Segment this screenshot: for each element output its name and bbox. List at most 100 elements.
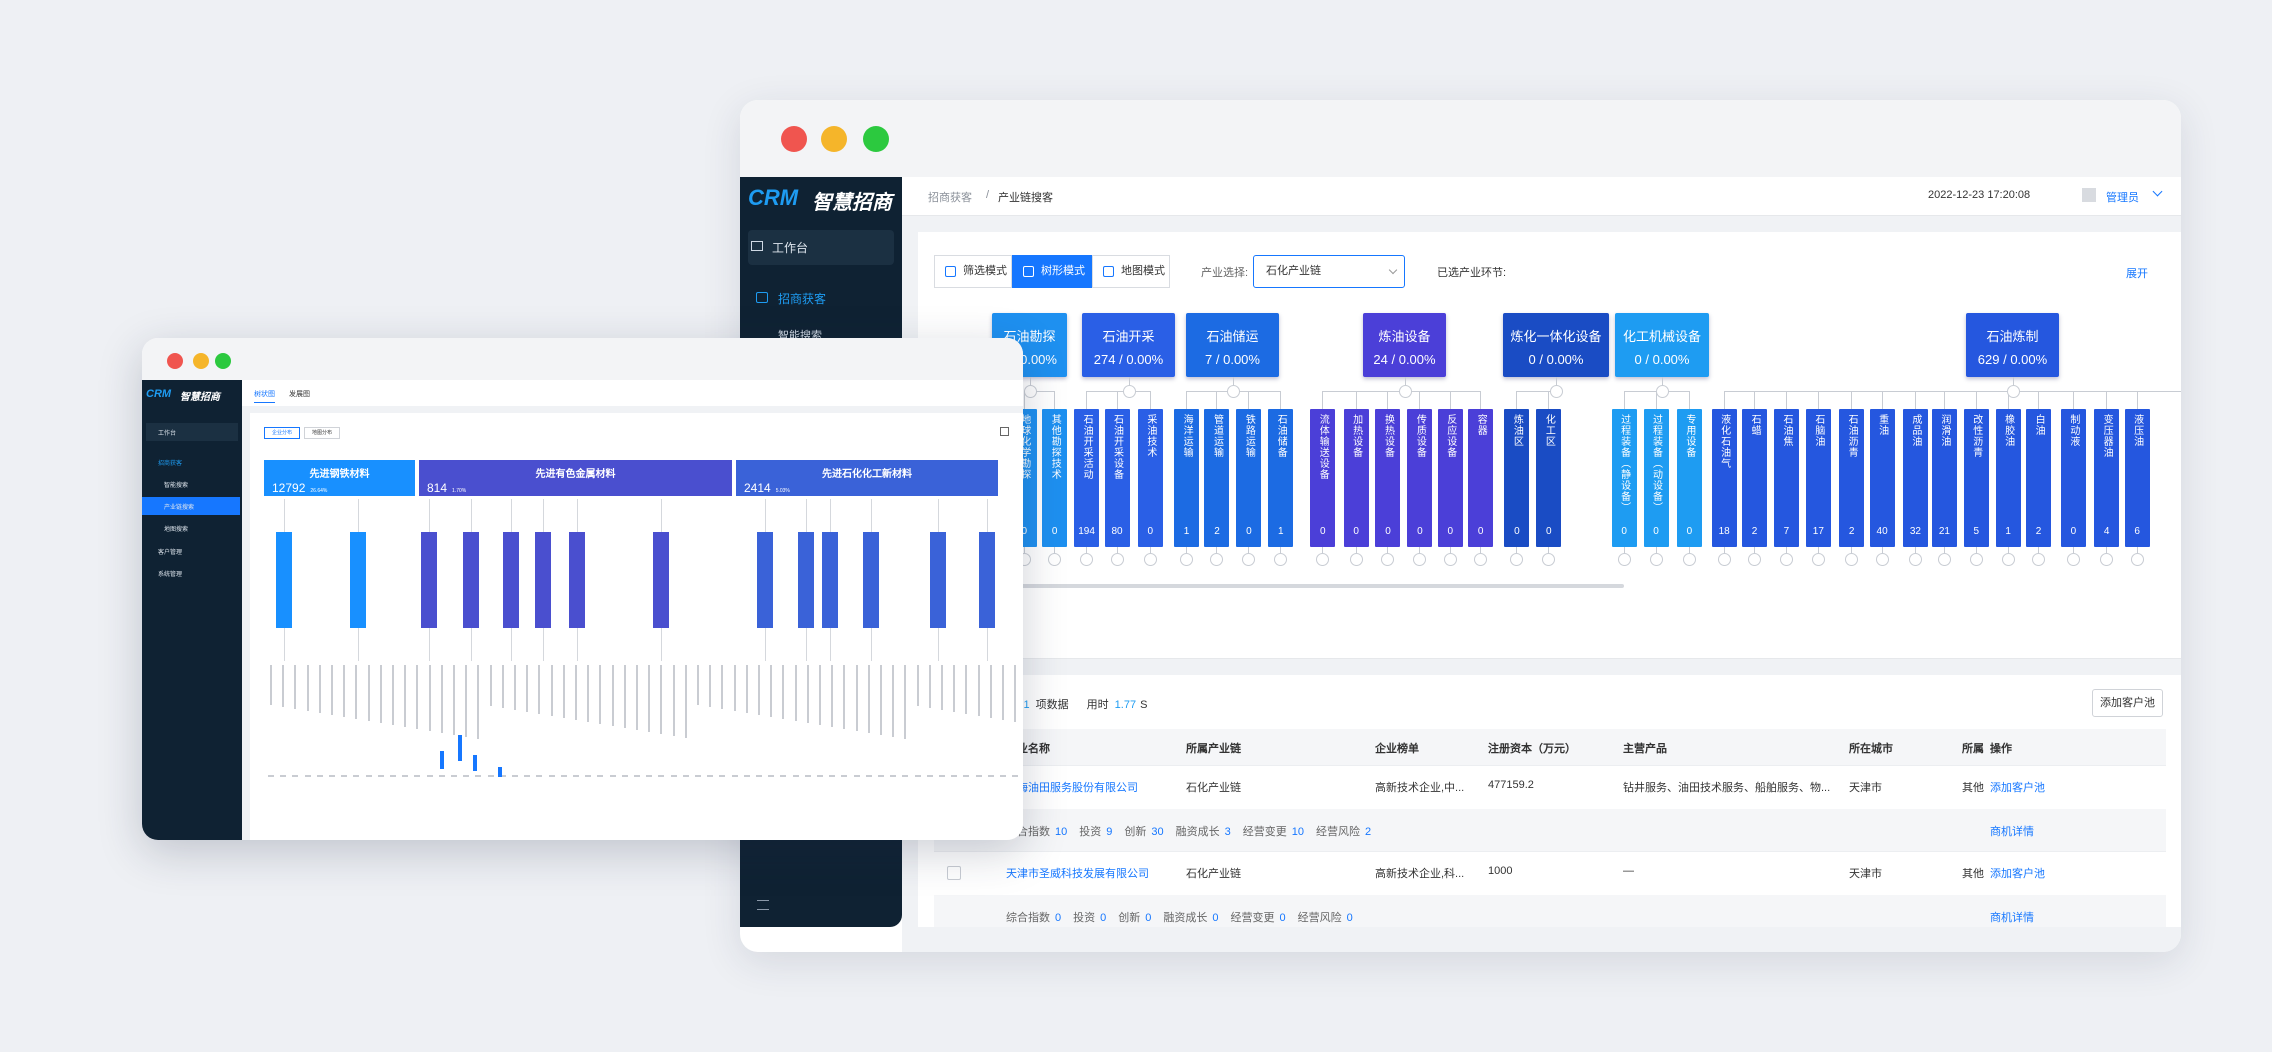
filter-button[interactable]: 地图分布: [304, 427, 340, 439]
industry-leaf[interactable]: 石蜡 2: [1742, 409, 1768, 547]
menu-item[interactable]: 工作台: [158, 431, 177, 437]
expand-toggle[interactable]: [1717, 553, 1731, 566]
expand-toggle[interactable]: [1682, 553, 1696, 566]
industry-node[interactable]: 先进石化化工新材料 2414 5.03%: [736, 460, 998, 496]
industry-node[interactable]: 石油储运 7 / 0.00%: [1186, 313, 1279, 377]
menu-item[interactable]: 产业链搜索: [164, 505, 195, 511]
expand-toggle[interactable]: [1474, 553, 1488, 566]
expand-toggle[interactable]: [1937, 553, 1951, 566]
window-control[interactable]: [821, 126, 847, 152]
mode-button[interactable]: 地图模式: [1092, 255, 1170, 288]
industry-leaf[interactable]: 石油开采设备 80: [1104, 409, 1130, 547]
menu-item[interactable]: 招商获客: [778, 292, 827, 306]
cell-link[interactable]: 添加客户池: [1990, 779, 2090, 795]
industry-leaf[interactable]: 炼油区 0: [1504, 409, 1530, 547]
window-control[interactable]: [863, 126, 889, 152]
industry-leaf[interactable]: 加热设备 0: [1343, 409, 1369, 547]
user-name[interactable]: 管理员: [2106, 192, 2139, 204]
expand-toggle[interactable]: [1845, 553, 1859, 566]
expand-toggle[interactable]: [1908, 553, 1922, 566]
expand-toggle[interactable]: [1779, 553, 1793, 566]
expand-toggle[interactable]: [2130, 553, 2144, 566]
menu-item[interactable]: 智能搜索: [164, 483, 189, 489]
industry-leaf[interactable]: 石脑油 17: [1805, 409, 1831, 547]
tab[interactable]: 发展图: [289, 391, 310, 398]
industry-leaf[interactable]: 石油开采活动 194: [1074, 409, 1100, 547]
industry-node[interactable]: 炼油设备 24 / 0.00%: [1363, 313, 1446, 377]
filter-button[interactable]: 企业分布: [264, 427, 300, 439]
industry-node[interactable]: 化工机械设备 0 / 0.00%: [1615, 313, 1709, 377]
expand-toggle[interactable]: [1510, 553, 1524, 566]
expand-toggle[interactable]: [2032, 553, 2046, 566]
expand-toggle[interactable]: [1180, 553, 1194, 566]
collapse-toggle[interactable]: [1398, 385, 1412, 398]
industry-leaf[interactable]: 润滑油 21: [1931, 409, 1957, 547]
industry-leaf[interactable]: 石油沥青 2: [1839, 409, 1865, 547]
collapse-toggle[interactable]: [2006, 385, 2020, 398]
industry-leaf[interactable]: 海洋运输 1: [1174, 409, 1200, 547]
industry-leaf[interactable]: 过程装备（动设备） 0: [1643, 409, 1669, 547]
window-control[interactable]: [167, 353, 183, 369]
industry-leaf[interactable]: 改性沥青 5: [1963, 409, 1989, 547]
expand-toggle[interactable]: [1649, 553, 1663, 566]
expand-toggle[interactable]: [1811, 553, 1825, 566]
industry-leaf[interactable]: 采油技术 0: [1137, 409, 1163, 547]
collapse-toggle[interactable]: [1550, 385, 1563, 398]
industry-leaf[interactable]: 化工区 0: [1536, 409, 1562, 547]
menu-item[interactable]: 招商获客: [158, 461, 183, 467]
industry-leaf[interactable]: 专用设备 0: [1676, 409, 1702, 547]
expand-toggle[interactable]: [1080, 553, 1094, 566]
expand-toggle[interactable]: [1413, 553, 1427, 566]
expand-link[interactable]: 展开: [2126, 268, 2148, 280]
industry-leaf[interactable]: 橡胶油 1: [1995, 409, 2021, 547]
cell-link[interactable]: 添加客户池: [1990, 865, 2090, 881]
window-control[interactable]: [781, 126, 807, 152]
mode-button[interactable]: 筛选模式: [934, 255, 1012, 288]
window-control[interactable]: [193, 353, 209, 369]
expand-toggle[interactable]: [1542, 553, 1556, 566]
expand-toggle[interactable]: [2100, 553, 2114, 566]
industry-leaf[interactable]: 容器 0: [1468, 409, 1494, 547]
expand-toggle[interactable]: [1242, 553, 1256, 566]
detail-link[interactable]: 商机详情: [1990, 826, 2034, 838]
expand-toggle[interactable]: [1316, 553, 1330, 566]
collapse-toggle[interactable]: [1023, 385, 1037, 398]
expand-toggle[interactable]: [1210, 553, 1224, 566]
industry-node[interactable]: 先进有色金属材料 814 1.70%: [419, 460, 732, 496]
industry-leaf[interactable]: 重油 40: [1869, 409, 1895, 547]
window-control[interactable]: [215, 353, 231, 369]
cell-link[interactable]: 天津市圣威科技发展有限公司: [1006, 865, 1176, 881]
expand-toggle[interactable]: [2066, 553, 2080, 566]
expand-toggle[interactable]: [1048, 553, 1062, 566]
expand-toggle[interactable]: [1443, 553, 1457, 566]
mode-button[interactable]: 树形模式: [1012, 255, 1092, 288]
detail-link[interactable]: 商机详情: [1990, 912, 2034, 924]
industry-leaf[interactable]: 铁路运输 0: [1236, 409, 1262, 547]
industry-leaf[interactable]: 石油焦 7: [1773, 409, 1799, 547]
menu-item[interactable]: 系统管理: [158, 572, 183, 578]
industry-leaf[interactable]: 白油 2: [2026, 409, 2052, 547]
industry-leaf[interactable]: 换热设备 0: [1375, 409, 1401, 547]
add-pool-button[interactable]: 添加客户池: [2092, 689, 2163, 717]
industry-leaf[interactable]: 过程装备（静设备） 0: [1611, 409, 1637, 547]
industry-node[interactable]: 先进钢铁材料 12792 26.64%: [264, 460, 415, 496]
industry-leaf[interactable]: 其他勘探技术 0: [1042, 409, 1068, 547]
tab[interactable]: 树状图: [254, 389, 275, 403]
industry-leaf[interactable]: 变压器油 4: [2094, 409, 2120, 547]
row-checkbox[interactable]: [947, 866, 961, 880]
industry-leaf[interactable]: 传质设备 0: [1407, 409, 1433, 547]
expand-toggle[interactable]: [2001, 553, 2015, 566]
industry-leaf[interactable]: 石油储备 1: [1268, 409, 1294, 547]
industry-leaf[interactable]: 制动液 0: [2060, 409, 2086, 547]
industry-node[interactable]: 炼化一体化设备 0 / 0.00%: [1503, 313, 1609, 377]
expand-toggle[interactable]: [1875, 553, 1889, 566]
industry-select[interactable]: 石化产业链: [1253, 255, 1405, 288]
breadcrumb[interactable]: 招商获客: [928, 192, 972, 204]
expand-toggle[interactable]: [1110, 553, 1124, 566]
menu-item[interactable]: 工作台: [772, 241, 809, 255]
collapse-toggle[interactable]: [1226, 385, 1240, 398]
menu-item[interactable]: 客户管理: [158, 550, 183, 556]
expand-toggle[interactable]: [1274, 553, 1288, 566]
menu-item[interactable]: 地图搜索: [164, 527, 189, 533]
industry-node[interactable]: 石油炼制 629 / 0.00%: [1966, 313, 2059, 377]
